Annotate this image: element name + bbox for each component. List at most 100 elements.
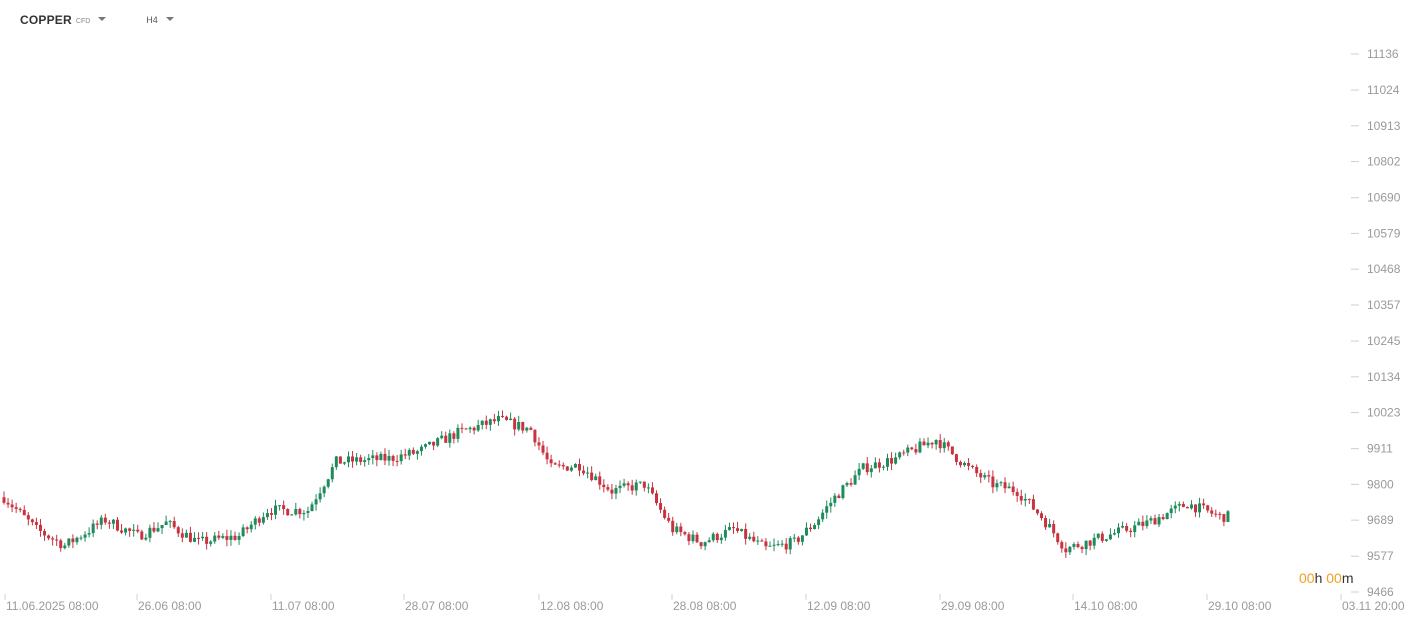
- candle-body[interactable]: [14, 507, 18, 509]
- candle-body[interactable]: [383, 453, 387, 461]
- candle-body[interactable]: [1210, 510, 1214, 514]
- candle-body[interactable]: [723, 529, 727, 538]
- candle-body[interactable]: [922, 441, 926, 446]
- candle-body[interactable]: [1169, 508, 1173, 514]
- candle-body[interactable]: [428, 441, 432, 445]
- candle-body[interactable]: [719, 537, 723, 541]
- candle-body[interactable]: [586, 472, 590, 474]
- candle-body[interactable]: [667, 517, 671, 521]
- candle-body[interactable]: [456, 427, 460, 439]
- candle-body[interactable]: [967, 462, 971, 466]
- candle-body[interactable]: [817, 519, 821, 526]
- candle-body[interactable]: [492, 419, 496, 422]
- candle-body[interactable]: [533, 429, 537, 443]
- candle-body[interactable]: [679, 526, 683, 533]
- candle-body[interactable]: [342, 462, 346, 464]
- candle-body[interactable]: [638, 481, 642, 483]
- candle-body[interactable]: [983, 475, 987, 478]
- candle-body[interactable]: [168, 521, 172, 523]
- candle-body[interactable]: [338, 456, 342, 464]
- candle-body[interactable]: [205, 536, 209, 544]
- candle-body[interactable]: [513, 418, 517, 430]
- candle-body[interactable]: [363, 460, 367, 463]
- candle-body[interactable]: [1173, 505, 1177, 509]
- candle-body[interactable]: [804, 527, 808, 536]
- candle-body[interactable]: [322, 486, 326, 494]
- candle-body[interactable]: [111, 519, 115, 524]
- candle-body[interactable]: [95, 523, 99, 525]
- candle-body[interactable]: [387, 456, 391, 461]
- candle-body[interactable]: [1044, 518, 1048, 528]
- candle-body[interactable]: [1198, 503, 1202, 513]
- candle-body[interactable]: [695, 534, 699, 543]
- candle-body[interactable]: [780, 543, 784, 545]
- candle-body[interactable]: [525, 427, 529, 431]
- candle-body[interactable]: [1040, 513, 1044, 519]
- candle-body[interactable]: [278, 505, 282, 507]
- candle-body[interactable]: [699, 542, 703, 547]
- candle-body[interactable]: [833, 495, 837, 503]
- candle-body[interactable]: [1019, 495, 1023, 501]
- candle-body[interactable]: [873, 462, 877, 469]
- candle-body[interactable]: [184, 532, 188, 538]
- candle-body[interactable]: [1003, 482, 1007, 489]
- candle-body[interactable]: [622, 483, 626, 486]
- candle-body[interactable]: [395, 460, 399, 462]
- candle-body[interactable]: [1052, 524, 1056, 534]
- candle-body[interactable]: [351, 456, 355, 462]
- candle-body[interactable]: [407, 449, 411, 456]
- candle-body[interactable]: [687, 534, 691, 542]
- candle-body[interactable]: [375, 455, 379, 461]
- candle-body[interactable]: [886, 458, 890, 467]
- candle-body[interactable]: [865, 463, 869, 473]
- candle-body[interactable]: [310, 504, 314, 512]
- candle-body[interactable]: [1194, 504, 1198, 513]
- candle-body[interactable]: [732, 527, 736, 529]
- candle-body[interactable]: [509, 418, 513, 420]
- candle-body[interactable]: [2, 497, 6, 503]
- candle-body[interactable]: [1023, 498, 1027, 501]
- candle-body[interactable]: [217, 535, 221, 538]
- candle-body[interactable]: [261, 517, 265, 523]
- candle-body[interactable]: [1035, 509, 1039, 514]
- candle-body[interactable]: [963, 462, 967, 466]
- candle-body[interactable]: [359, 457, 363, 463]
- candle-body[interactable]: [938, 440, 942, 449]
- candle-body[interactable]: [877, 462, 881, 468]
- candle-body[interactable]: [573, 463, 577, 468]
- candle-body[interactable]: [715, 533, 719, 541]
- candle-body[interactable]: [1153, 518, 1157, 525]
- candle-body[interactable]: [1027, 498, 1031, 500]
- candle-body[interactable]: [869, 468, 873, 473]
- candle-body[interactable]: [415, 451, 419, 454]
- candle-body[interactable]: [355, 457, 359, 462]
- timeframe-selector[interactable]: H4: [146, 15, 158, 25]
- candle-body[interactable]: [34, 522, 38, 525]
- candle-body[interactable]: [144, 537, 148, 540]
- candle-body[interactable]: [914, 449, 918, 453]
- candle-body[interactable]: [346, 456, 350, 463]
- candle-body[interactable]: [942, 442, 946, 449]
- candle-body[interactable]: [659, 503, 663, 510]
- candle-body[interactable]: [898, 452, 902, 458]
- candle-body[interactable]: [541, 445, 545, 453]
- candle-body[interactable]: [448, 433, 452, 443]
- candle-body[interactable]: [663, 509, 667, 518]
- candle-body[interactable]: [197, 537, 201, 539]
- candle-body[interactable]: [1007, 486, 1011, 489]
- candle-body[interactable]: [906, 447, 910, 453]
- candle-body[interactable]: [1056, 533, 1060, 543]
- candle-body[interactable]: [1149, 518, 1153, 521]
- candle-body[interactable]: [618, 485, 622, 489]
- candle-body[interactable]: [38, 524, 42, 531]
- candle-body[interactable]: [1108, 534, 1112, 540]
- candle-body[interactable]: [784, 543, 788, 550]
- candle-body[interactable]: [1117, 527, 1121, 534]
- candle-body[interactable]: [156, 528, 160, 532]
- candle-body[interactable]: [565, 466, 569, 471]
- candle-body[interactable]: [47, 535, 51, 539]
- candle-body[interactable]: [26, 515, 30, 520]
- candle-body[interactable]: [930, 442, 934, 445]
- candle-body[interactable]: [464, 428, 468, 430]
- candle-body[interactable]: [290, 514, 294, 516]
